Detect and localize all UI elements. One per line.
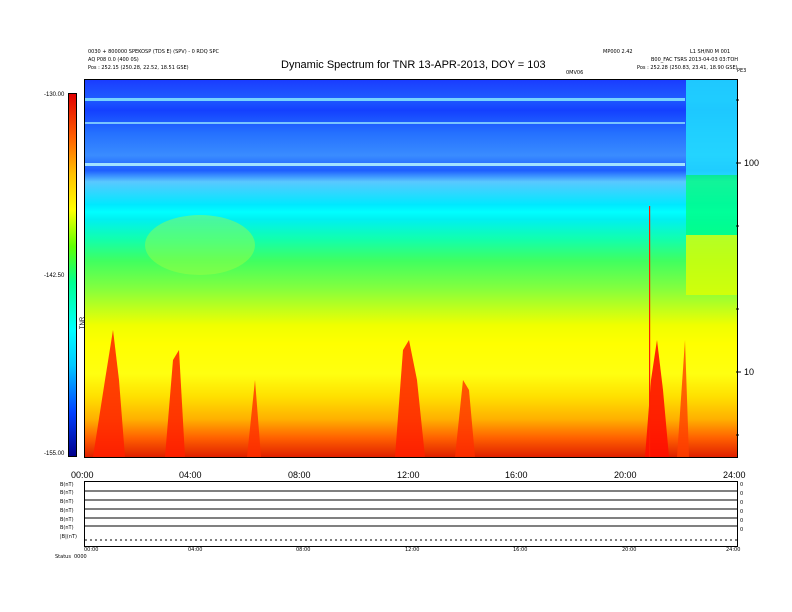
status-label: Status — [55, 554, 71, 560]
x-tick-0800: 08:00 — [288, 470, 311, 480]
sub-x-tick: 12:00 — [405, 547, 420, 553]
late-region-low — [686, 235, 737, 295]
header-right-line2: B00_FAC TSRS 2013-04-03 03:TOH — [651, 57, 739, 63]
burst-spike — [649, 206, 651, 457]
band-line — [85, 98, 685, 101]
burst — [455, 380, 475, 457]
colorbar-tick-bottom: -155.00 — [44, 451, 65, 457]
late-region-mid — [686, 175, 737, 235]
subpanel-label: B(nT) — [60, 508, 74, 514]
sub-x-tick: 04:00 — [188, 547, 203, 553]
burst — [677, 340, 689, 457]
header-sub-small: 0MV06 — [566, 70, 584, 76]
burst — [165, 350, 185, 457]
spectrogram-panel — [84, 79, 738, 458]
header-right-line1: L1 SH/N0 M 001 — [690, 49, 731, 55]
burst — [93, 330, 125, 457]
x-tick-2400: 24:00 — [723, 470, 746, 480]
spectrogram-overlay — [85, 80, 737, 457]
chart-title: Dynamic Spectrum for TNR 13-APR-2013, DO… — [281, 59, 546, 71]
band-line — [85, 163, 685, 166]
emission-patch — [145, 215, 255, 275]
subpanel-right-tick: 0 — [740, 527, 744, 533]
burst — [247, 380, 261, 457]
colorbar-tick-top: -130.00 — [44, 92, 65, 98]
subpanel-right-tick: 0 — [740, 491, 744, 497]
subpanel-label: B(nT) — [60, 499, 74, 505]
band-line — [85, 122, 685, 124]
x-tick-1200: 12:00 — [397, 470, 420, 480]
subpanel-label: |B|(nT) — [60, 534, 77, 540]
x-tick-2000: 20:00 — [614, 470, 637, 480]
sub-x-tick: 00:00 — [84, 547, 99, 553]
x-tick-0000: 00:00 — [71, 470, 94, 480]
sub-x-tick: 24:00 — [726, 547, 741, 553]
header-left-line1: 0030 + 800000 SPEKOSP (TDS E) (SPV) - 0 … — [88, 49, 219, 55]
subpanel-right-tick: 0 — [740, 500, 744, 506]
magnetometer-traces — [85, 490, 737, 541]
magnetometer-panel — [84, 481, 738, 547]
subpanel-label: B(nT) — [60, 517, 74, 523]
status-value: 0000 — [74, 554, 87, 560]
header-left-line2: AQ P08 0.0 (400 0S) — [88, 57, 139, 63]
subpanel-right-tick: 0 — [740, 482, 744, 488]
sub-x-tick: 16:00 — [513, 547, 528, 553]
burst — [395, 340, 425, 457]
y-tick-100: 100 — [744, 158, 760, 168]
x-tick-1600: 16:00 — [505, 470, 528, 480]
right-axis — [736, 99, 741, 436]
header-left-line3: Pos : 252.15 (250.28, 22.52, 18.51 GSE) — [88, 65, 189, 71]
header-corner-small: PE3 — [737, 68, 747, 74]
subpanel-label: B(nT) — [60, 525, 74, 531]
sub-x-tick: 20:00 — [622, 547, 637, 553]
burst — [645, 340, 669, 457]
late-region-top — [686, 80, 737, 175]
sub-x-tick: 08:00 — [296, 547, 311, 553]
colorbar-tick-mid: -142.50 — [44, 273, 65, 279]
subpanel-label: B(nT) — [60, 490, 74, 496]
subpanel-right-tick: 0 — [740, 518, 744, 524]
subpanel-right-tick: 0 — [740, 509, 744, 515]
subpanel-label: B(nT) — [60, 482, 74, 488]
header-right-line3: Pos : 252.28 (250.83, 23.41, 18.90 GSE) — [637, 65, 738, 71]
y-tick-10: 10 — [744, 367, 755, 377]
x-tick-0400: 04:00 — [179, 470, 202, 480]
header-center-small: MP000 2.42 — [603, 49, 633, 55]
colorbar — [68, 93, 77, 457]
